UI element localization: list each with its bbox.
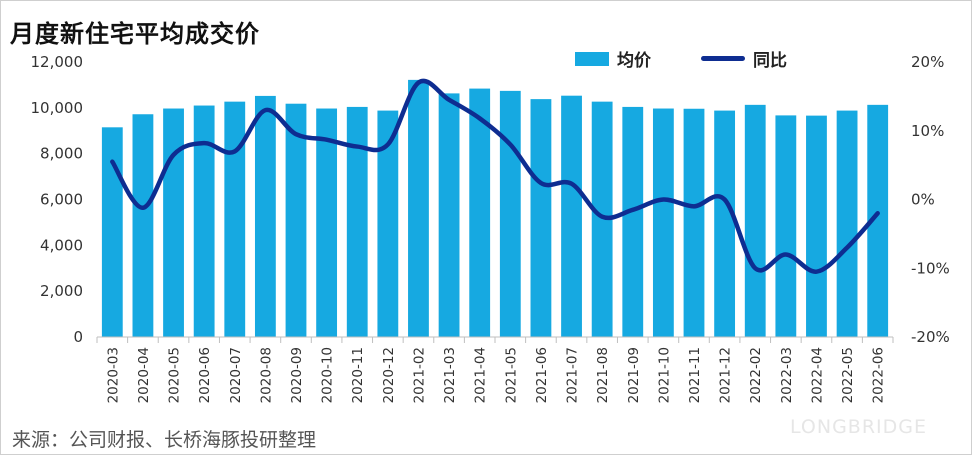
right-axis-tick-label: 20% [911, 53, 944, 71]
x-axis-tick-label: 2021-05 [503, 347, 519, 403]
bar [806, 115, 827, 337]
x-axis-tick-label: 2021-11 [687, 347, 703, 403]
legend-swatch-bar [575, 51, 609, 66]
x-axis-tick-label: 2020-03 [105, 347, 121, 403]
left-axis-tick-label: 8,000 [40, 145, 83, 163]
bar [622, 106, 644, 338]
bar [132, 114, 154, 337]
x-axis-tick-label: 2021-07 [565, 347, 581, 403]
bar [285, 103, 307, 337]
bar [438, 93, 460, 337]
legend-swatch-line [701, 56, 745, 61]
x-axis-tick-label: 2020-09 [289, 347, 305, 403]
bar [254, 95, 276, 338]
source-note: 来源：公司财报、长桥海豚投研整理 [12, 429, 317, 451]
bar [408, 79, 429, 337]
bar [530, 99, 552, 337]
x-axis-tick-label: 2020-07 [228, 347, 244, 403]
yoy-line [110, 78, 880, 274]
bar [714, 110, 736, 337]
left-axis-tick-label: 10,000 [31, 99, 84, 117]
bar [683, 108, 705, 337]
x-axis-tick-label: 2021-10 [656, 347, 672, 403]
x-axis-tick-label: 2022-03 [779, 347, 795, 403]
bar [652, 108, 674, 337]
legend-item-price: 均价 [575, 46, 651, 71]
x-axis-tick-label: 2021-03 [442, 347, 458, 403]
bar [591, 101, 613, 337]
x-axis-tick-label: 2020-11 [350, 347, 366, 403]
bar [346, 106, 368, 338]
x-axis-tick-label: 2021-12 [718, 347, 734, 403]
bar [316, 108, 338, 337]
x-axis-tick-label: 2020-04 [136, 347, 152, 403]
left-axis-tick-label: 6,000 [40, 191, 83, 209]
x-axis-tick-label: 2020-05 [167, 347, 183, 403]
watermark: LONGBRIDGE [790, 416, 927, 438]
chart-legend: 均价 同比 [575, 46, 827, 71]
bar [744, 104, 766, 338]
left-axis-tick-label: 2,000 [40, 282, 83, 300]
right-axis-tick-label: -20% [911, 328, 950, 346]
legend-item-yoy: 同比 [701, 46, 787, 71]
x-axis-tick-label: 2022-02 [748, 347, 764, 403]
bar [224, 101, 246, 337]
bar [561, 95, 582, 337]
bar [163, 108, 184, 337]
x-axis-tick-label: 2020-08 [258, 347, 274, 403]
x-axis-tick-label: 2021-09 [626, 347, 642, 403]
x-axis-tick-label: 2020-06 [197, 347, 213, 403]
x-axis-tick-label: 2022-04 [809, 347, 825, 403]
bar [867, 104, 889, 338]
x-axis-tick-label: 2020-12 [381, 347, 397, 403]
bar [775, 115, 797, 337]
bar [193, 105, 215, 338]
x-axis-tick-label: 2021-02 [411, 347, 427, 403]
bar [101, 127, 123, 337]
right-axis-tick-label: -10% [911, 259, 950, 277]
chart-title: 月度新住宅平均成交价 [10, 20, 260, 48]
x-axis-tick-label: 2021-04 [473, 347, 489, 403]
x-axis-tick-label: 2022-06 [871, 347, 887, 403]
left-axis-tick-label: 4,000 [40, 236, 83, 254]
left-axis-tick-label: 12,000 [31, 53, 84, 71]
x-axis-tick-label: 2022-05 [840, 347, 856, 403]
right-axis-tick-label: 10% [911, 122, 944, 140]
bar [377, 110, 399, 337]
x-axis-tick-label: 2020-10 [320, 347, 336, 403]
bar [836, 110, 858, 337]
x-axis-tick-label: 2021-06 [534, 347, 550, 403]
x-axis-tick-label: 2021-08 [595, 347, 611, 403]
right-axis-tick-label: 0% [911, 191, 935, 209]
left-axis-tick-label: 0 [73, 328, 83, 346]
legend-label-yoy: 同比 [753, 51, 787, 71]
bar [499, 90, 521, 337]
legend-label-price: 均价 [617, 51, 651, 71]
bar [469, 88, 491, 337]
